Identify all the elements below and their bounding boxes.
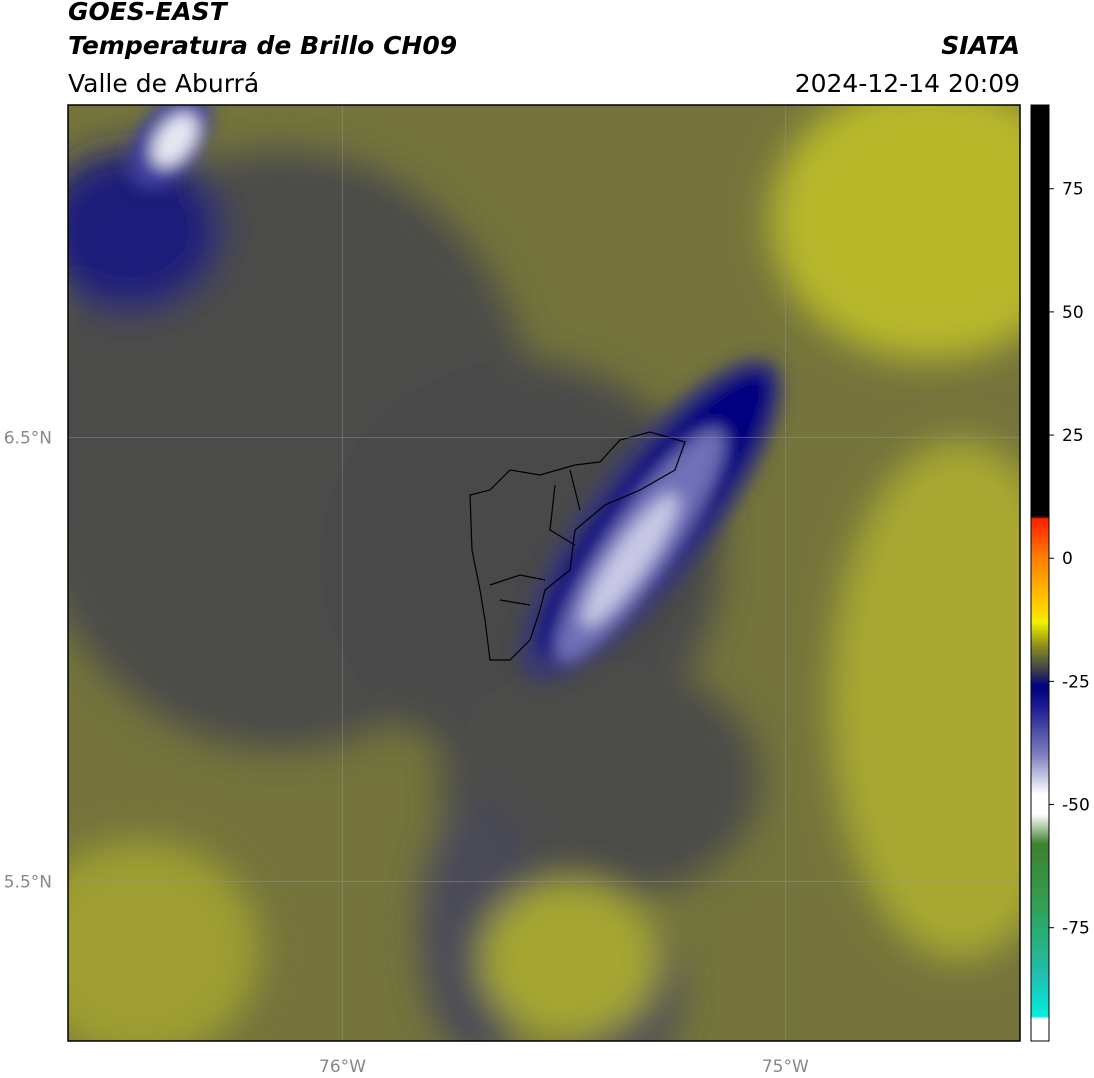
map-frame	[67, 104, 1021, 1042]
map-field	[68, 105, 1020, 1041]
region-outline	[469, 431, 686, 661]
region: Valle de Aburrá	[68, 69, 259, 98]
colorbar-tick-label: -25	[1062, 672, 1090, 692]
lat-label: 5.5°N	[4, 872, 52, 892]
colorbar-tick-label: -75	[1062, 919, 1090, 939]
subtitle: Temperatura de Brillo CH09	[68, 31, 457, 60]
colorbar-tick-label: 75	[1062, 180, 1084, 200]
colorbar-tick-label: 50	[1062, 303, 1084, 323]
source: SIATA	[941, 31, 1020, 60]
colorbar-tick-label: 25	[1062, 426, 1084, 446]
lon-label: 76°W	[319, 1057, 366, 1077]
colorbar-tick-label: -50	[1062, 796, 1090, 816]
title: GOES-EAST	[68, 0, 229, 26]
lon-label: 75°W	[762, 1057, 809, 1077]
datetime: 2024-12-14 20:09	[795, 69, 1020, 98]
colorbar	[1030, 104, 1050, 1042]
colorbar-tick-label: 0	[1062, 549, 1073, 569]
lat-label: 6.5°N	[4, 429, 52, 449]
